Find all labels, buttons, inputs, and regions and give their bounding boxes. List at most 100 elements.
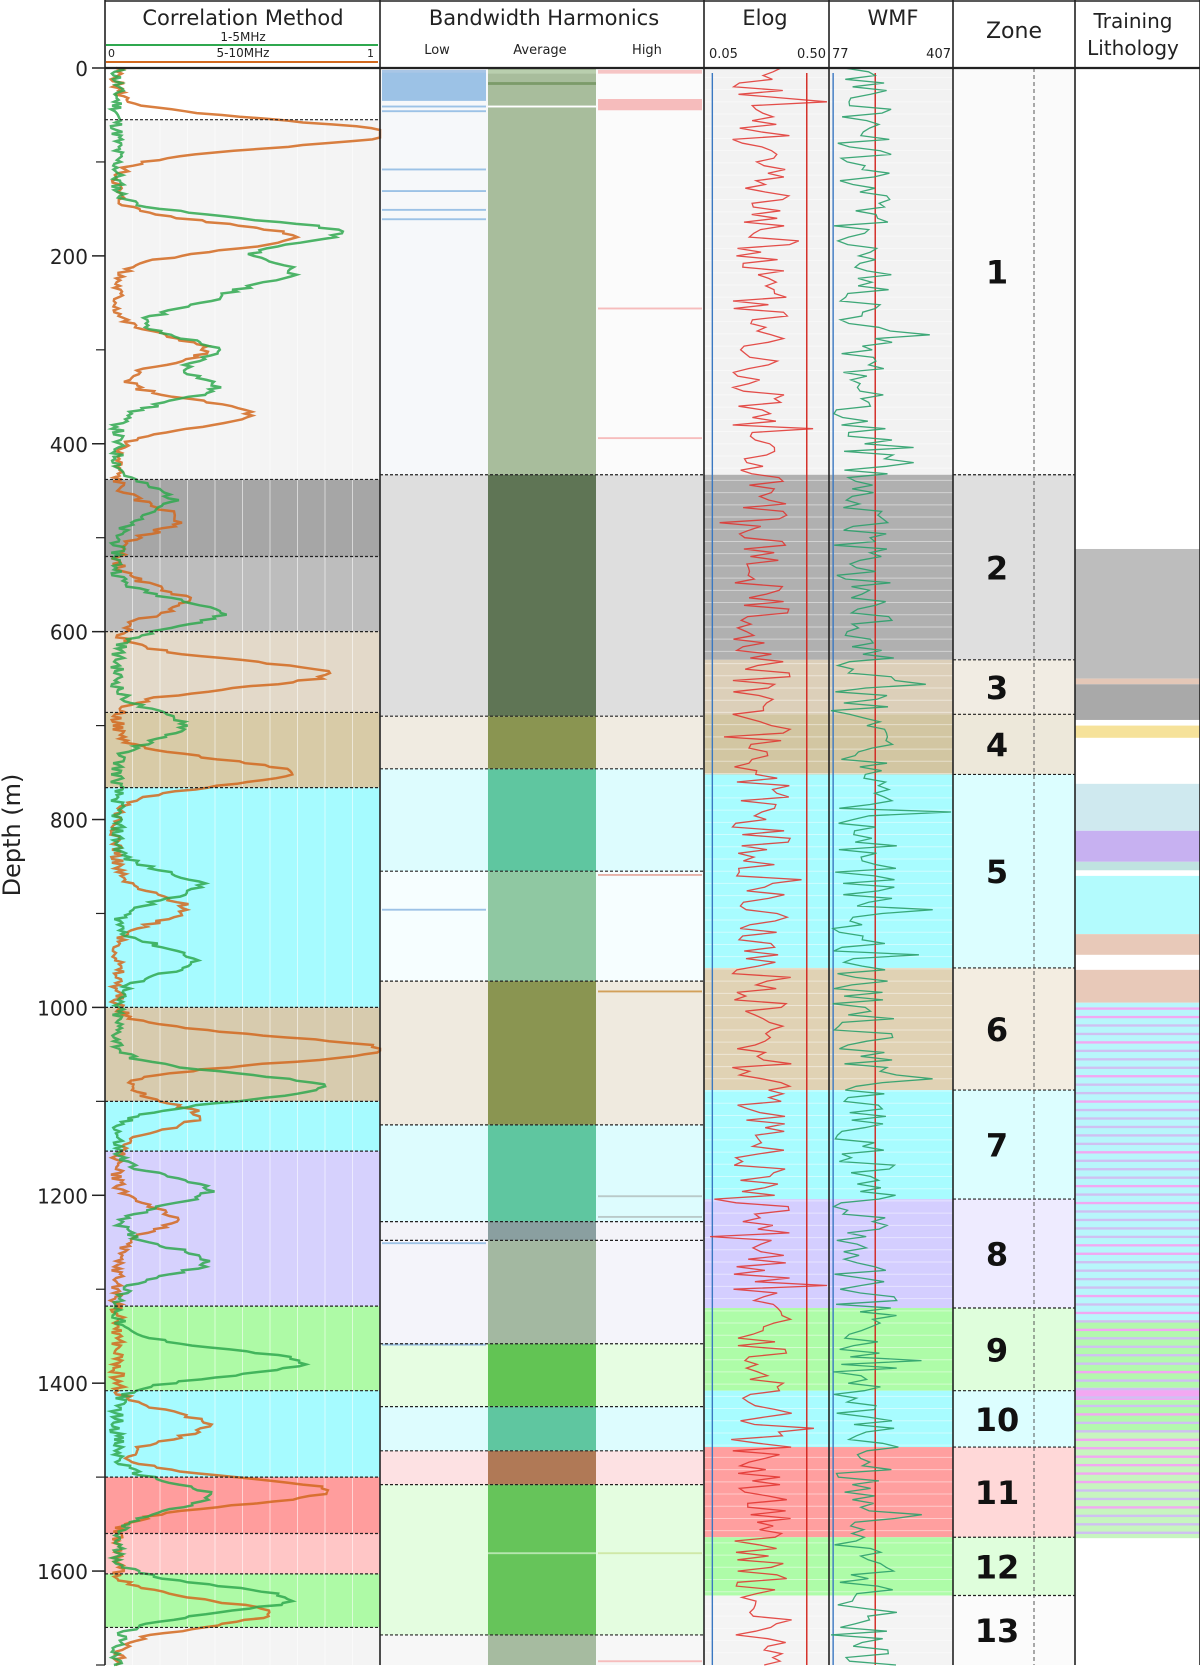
elog-interval: [704, 1390, 829, 1448]
wmf-interval: [829, 68, 953, 475]
harm-high-interval: [596, 768, 704, 872]
lithology-interval: [1075, 1432, 1200, 1539]
depth-tick-label: 1200: [37, 1184, 88, 1208]
zone-label: 8: [986, 1236, 1008, 1274]
lithology-streak: [1075, 1387, 1200, 1391]
lithology-streak: [1075, 1041, 1200, 1044]
lithology-interval: [1075, 830, 1200, 862]
zone-label: 9: [986, 1331, 1008, 1369]
lithology-streak: [1075, 1142, 1200, 1146]
lithology-streak: [1075, 1261, 1200, 1264]
wmf-interval: [829, 1390, 953, 1448]
zone-interval-wash: [953, 1595, 1075, 1665]
zone-interval-wash: [953, 1537, 1075, 1596]
lithology-interval: [1075, 725, 1200, 738]
zone-label: 7: [986, 1127, 1008, 1165]
lithology-streak: [1075, 1024, 1200, 1027]
harm-low-interval: [380, 1484, 488, 1635]
lithology-streak: [1075, 1100, 1200, 1103]
elog-interval: [704, 1447, 829, 1538]
zone-interval-wash: [953, 1308, 1075, 1391]
harm-average-interval: [488, 981, 596, 1125]
lithology-streak: [1075, 1235, 1200, 1239]
harm-high-event: [598, 99, 702, 111]
lithology-streak: [1075, 1083, 1200, 1086]
lithology-streak: [1075, 1193, 1200, 1196]
lithology-interval: [1075, 969, 1200, 1003]
harm-avg-label: Average: [513, 43, 566, 58]
lithology-streak: [1075, 1277, 1200, 1281]
zone-title: Zone: [986, 19, 1042, 44]
elog-interval: [704, 967, 829, 1091]
depth-tick-label: 1000: [37, 996, 88, 1020]
lithology-streak: [1075, 1480, 1200, 1484]
lithology-streak: [1075, 1379, 1200, 1382]
harm-low-label: Low: [424, 43, 450, 58]
harm-average-interval: [488, 68, 596, 475]
wmf-min-label: 77: [832, 47, 849, 62]
harm-high-key: [598, 69, 702, 74]
zone-label: 5: [986, 853, 1008, 891]
log-curves: [106, 66, 1200, 1667]
zone-label: 4: [986, 726, 1008, 764]
depth-tick-label: 0: [75, 57, 88, 81]
lithology-streak: [1075, 1362, 1200, 1365]
harm-low-interval: [380, 768, 488, 872]
lith-title-2: Lithology: [1087, 36, 1179, 60]
lithology-streak: [1075, 1091, 1200, 1095]
elog-interval: [704, 774, 829, 968]
harm-average-interval: [488, 716, 596, 769]
wmf-interval: [829, 1090, 953, 1200]
zone-interval-wash: [953, 1090, 1075, 1200]
harm-average-interval: [488, 474, 596, 717]
corr-max-label: 1: [367, 47, 374, 60]
lithology-streak: [1075, 1244, 1200, 1247]
harm-low-event: [382, 1343, 486, 1346]
lithology-interval: [1075, 861, 1200, 871]
lithology-streak: [1075, 1430, 1200, 1433]
lithology-interval: [1075, 548, 1200, 679]
wmf-interval: [829, 1308, 953, 1391]
harm-high-interval: [596, 68, 704, 475]
depth-tick-label: 800: [50, 809, 88, 833]
harm-high-interval: [596, 981, 704, 1125]
lithology-interval: [1075, 684, 1200, 720]
lithology-streak: [1075, 1413, 1200, 1416]
harm-low-key: [382, 69, 486, 74]
harm-low-event: [382, 110, 486, 113]
zone-interval-wash: [953, 1390, 1075, 1448]
wmf-max-label: 407: [926, 47, 951, 62]
wmf-title: WMF: [868, 6, 919, 30]
harm-low-interval: [380, 68, 488, 475]
lithology-streak: [1075, 1015, 1200, 1019]
harm-low-event: [382, 218, 486, 221]
harm-average-event: [488, 1552, 596, 1555]
zone-interval-wash: [953, 68, 1075, 475]
depth-axis-label: Depth (m): [0, 774, 26, 897]
lithology-streak: [1075, 1421, 1200, 1425]
harm-low-event: [382, 190, 486, 193]
lithology-streak: [1075, 1117, 1200, 1120]
harm-high-interval: [596, 716, 704, 769]
lithology-streak: [1075, 1531, 1200, 1534]
lithology-interval: [1075, 934, 1200, 955]
harm-average-interval: [488, 1406, 596, 1451]
lith-title-1: Training: [1093, 9, 1173, 33]
lithology-streak: [1075, 1354, 1200, 1357]
zone-label: 2: [986, 549, 1008, 587]
harm-low-interval: [380, 871, 488, 982]
harm-low-interval: [380, 1343, 488, 1407]
zone-interval-wash: [953, 474, 1075, 660]
harm-title: Bandwidth Harmonics: [429, 6, 659, 30]
lithology-streak: [1075, 1370, 1200, 1374]
harm-high-event: [598, 1195, 702, 1198]
depth-tick-label: 600: [50, 621, 88, 645]
lithology-streak: [1075, 1404, 1200, 1408]
elog-interval: [704, 1199, 829, 1309]
elog-interval: [704, 1090, 829, 1200]
lithology-streak: [1075, 1320, 1200, 1323]
harm-average-interval: [488, 1484, 596, 1635]
lithology-streak: [1075, 1489, 1200, 1492]
harm-high-interval: [596, 1406, 704, 1451]
